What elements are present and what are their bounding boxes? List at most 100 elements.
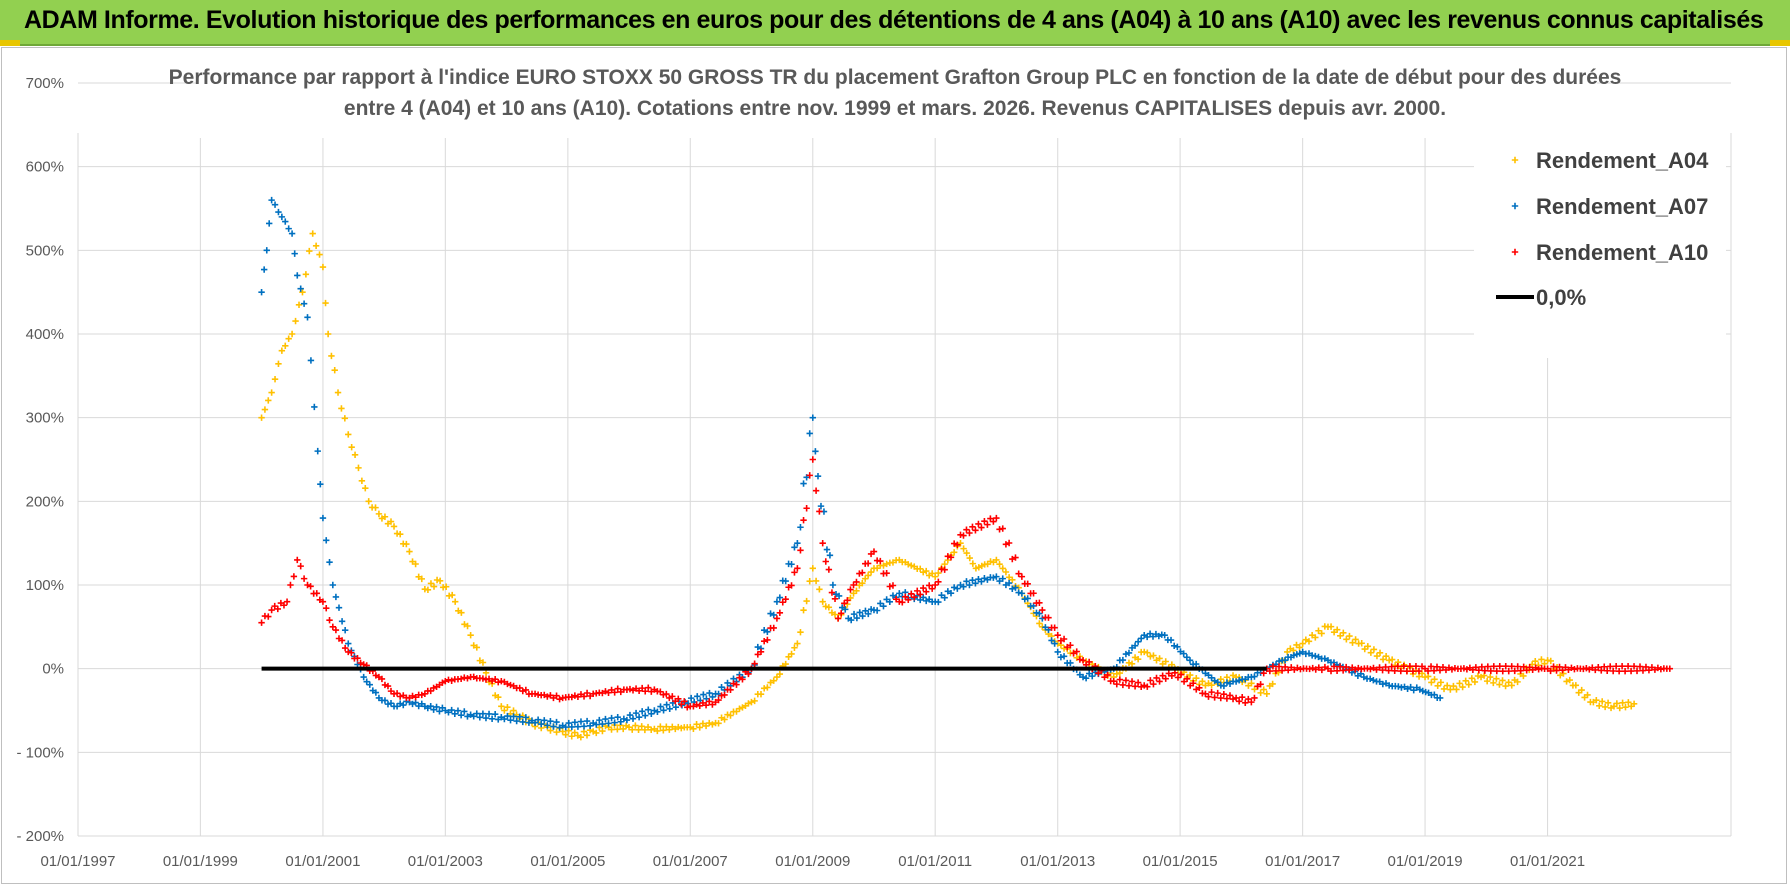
data-point — [258, 414, 265, 421]
data-point-interp — [1619, 699, 1626, 707]
data-point-interp — [491, 675, 499, 683]
data-point-interp — [1440, 685, 1448, 693]
data-point-interp — [816, 508, 823, 515]
data-point-interp — [657, 703, 664, 710]
data-point-interp — [479, 710, 487, 717]
data-point-interp — [362, 485, 369, 492]
data-point-interp — [1505, 667, 1512, 675]
data-point-interp — [926, 582, 933, 589]
data-point-interp — [577, 718, 585, 725]
data-point-interp — [381, 697, 389, 704]
data-point-interp — [1630, 663, 1638, 670]
data-point — [620, 715, 628, 723]
data-point-interp — [675, 723, 682, 731]
data-point-interp — [366, 681, 373, 688]
data-point-interp — [1235, 698, 1243, 705]
data-point-interp — [877, 557, 884, 565]
data-point-interp — [1514, 678, 1521, 686]
data-point-interp — [292, 317, 299, 325]
data-point — [559, 728, 566, 735]
data-point-interp — [694, 693, 701, 700]
data-point-interp — [1015, 589, 1022, 596]
data-point-interp — [1143, 633, 1151, 641]
data-point-interp — [1162, 675, 1169, 682]
data-point-interp — [1269, 680, 1276, 688]
data-point-interp — [393, 690, 401, 697]
data-point-interp — [972, 580, 979, 587]
data-point-interp — [966, 529, 973, 537]
data-point — [870, 548, 878, 555]
data-point — [406, 548, 413, 555]
data-point — [834, 615, 842, 622]
data-point-interp — [1601, 703, 1609, 711]
data-point-interp — [265, 397, 272, 404]
data-point — [1141, 682, 1148, 689]
data-point-interp — [400, 701, 407, 709]
data-point-interp — [1036, 599, 1043, 607]
data-point-interp — [1260, 686, 1267, 693]
data-point — [1232, 694, 1240, 702]
header-corner-right — [1770, 40, 1790, 46]
data-point-interp — [261, 406, 269, 413]
data-point-interp — [504, 680, 511, 688]
data-point-interp — [999, 565, 1006, 572]
data-point-interp — [312, 242, 320, 250]
data-point-interp — [547, 727, 554, 734]
data-point-interp — [291, 250, 298, 257]
data-point-interp — [1654, 664, 1662, 672]
data-point-interp — [311, 403, 318, 411]
data-point-interp — [351, 451, 359, 459]
data-point-interp — [788, 561, 795, 568]
data-point-interp — [430, 583, 438, 590]
data-point-interp — [1436, 667, 1444, 674]
data-point-interp — [1060, 635, 1068, 643]
data-point-interp — [1428, 679, 1435, 686]
data-point-interp — [669, 693, 676, 700]
data-point-interp — [1443, 682, 1451, 689]
data-point-interp — [1309, 664, 1316, 672]
chart-title-line-2: entre 4 (A04) et 10 ans (A10). Cotations… — [344, 97, 1446, 120]
data-point-interp — [384, 700, 392, 708]
data-point-interp — [1596, 702, 1603, 710]
chart-frame: - 200% - 100% 0% 100% 200% 300% 400% 500% 600% 70… — [1, 47, 1787, 884]
data-point-interp — [1379, 656, 1387, 663]
data-point-interp — [654, 727, 661, 735]
data-point-interp — [764, 684, 771, 691]
data-point-interp — [806, 430, 813, 437]
data-point — [390, 523, 398, 530]
data-point-interp — [800, 517, 807, 524]
data-point-interp — [978, 524, 985, 531]
data-point-interp — [645, 684, 652, 691]
data-point-interp — [908, 562, 915, 569]
data-point-interp — [751, 697, 758, 705]
data-point-interp — [690, 725, 697, 733]
data-point-interp — [776, 609, 784, 617]
data-point-interp — [1235, 677, 1243, 684]
data-point-interp — [835, 592, 843, 600]
data-point-interp — [1167, 636, 1175, 644]
data-point-interp — [418, 575, 425, 583]
data-point — [1171, 669, 1179, 677]
data-point-interp — [1535, 666, 1542, 673]
header-title: ADAM Informe. Evolution historique des p… — [24, 6, 1764, 34]
data-point-interp — [709, 721, 716, 728]
data-point-interp — [338, 618, 346, 625]
data-point-interp — [1269, 663, 1277, 670]
data-point — [294, 272, 301, 279]
data-point-interp — [1601, 663, 1608, 670]
data-point-interp — [1024, 580, 1031, 587]
data-point-interp — [1508, 663, 1515, 670]
data-point-interp — [660, 707, 667, 714]
data-point-interp — [571, 719, 579, 726]
data-point-interp — [605, 720, 612, 727]
data-point — [1447, 686, 1454, 693]
data-point-interp — [733, 681, 740, 688]
data-point-interp — [1409, 667, 1417, 675]
data-point-interp — [1349, 639, 1356, 646]
data-point-interp — [803, 505, 810, 512]
data-point-interp — [1538, 656, 1545, 663]
data-point-interp — [883, 570, 890, 577]
data-point — [748, 698, 755, 706]
data-point-interp — [1584, 691, 1591, 699]
data-point-interp — [947, 554, 955, 561]
